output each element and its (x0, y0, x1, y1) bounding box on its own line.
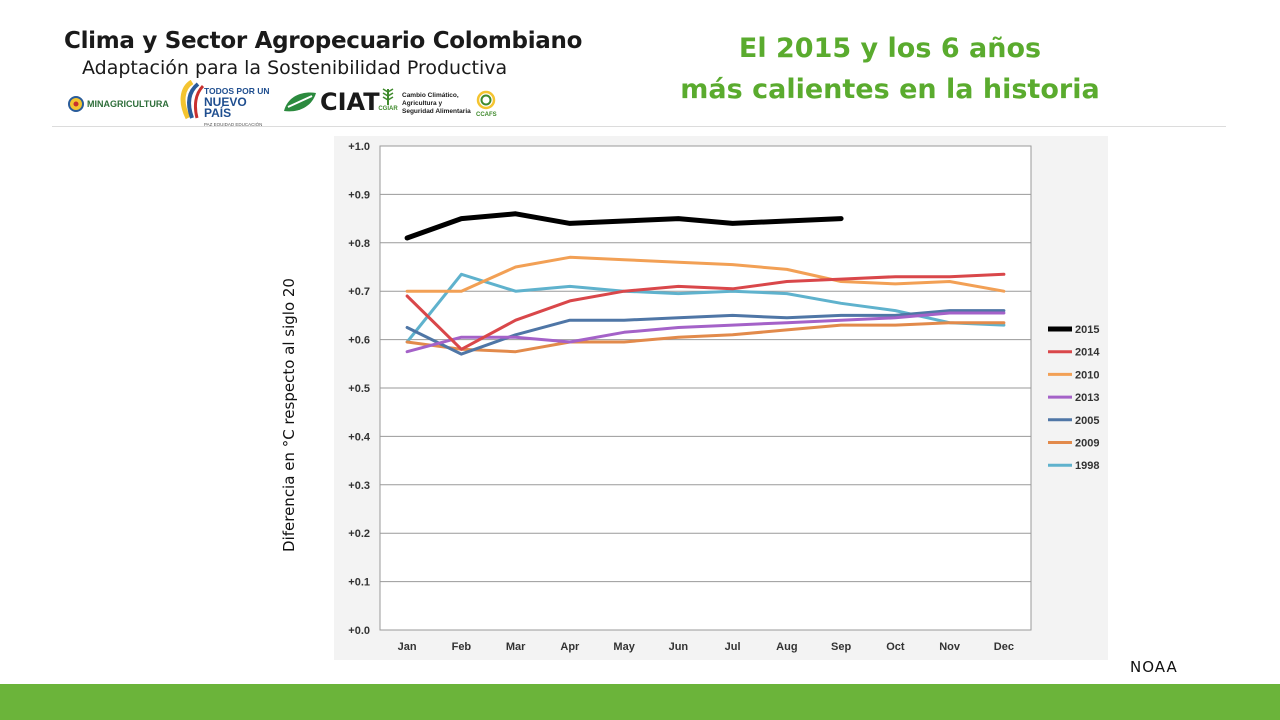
todos-line3: PAZ EQUIDAD EDUCACIÓN (204, 122, 263, 127)
series-line-2014 (405, 272, 1006, 351)
cgiar-wheat-icon (382, 88, 394, 105)
legend: 2015 2014 2010 2013 2005 2009 1998 (1048, 324, 1100, 472)
x-tick-label: May (613, 641, 635, 653)
y-tick-labels: +0.0 +0.1 +0.2 +0.3 +0.4 +0.5 +0.6 +0.7 +0.8 +0.9… (348, 141, 371, 637)
ccafs-line3: Seguridad Alimentaria (402, 108, 471, 115)
legend-label-2014: 2014 (1075, 347, 1100, 359)
x-tick-labels: Jan Feb Mar Apr May Jun Jul Aug Sep Oct Nov Dec (398, 641, 1014, 653)
x-tick-label: Jul (725, 641, 741, 653)
header-divider (52, 126, 1226, 127)
x-tick-label: Mar (506, 641, 526, 653)
y-tick-label: +0.1 (348, 577, 370, 589)
cgiar-logo: CGIAR (376, 86, 400, 120)
x-tick-label: Sep (831, 641, 851, 653)
y-tick-label: +0.8 (348, 238, 370, 250)
logo-title: Clima y Sector Agropecuario Colombiano (64, 28, 583, 54)
legend-label-2005: 2005 (1075, 415, 1099, 427)
source-label: NOAA (1130, 658, 1178, 676)
ciat-label: CIAT (320, 88, 380, 116)
todos-line2: NUEVO PAÍS (204, 95, 247, 120)
footer-bar (0, 684, 1280, 720)
ccafs-label: CCAFS (476, 112, 497, 118)
x-tick-label: Apr (560, 641, 580, 653)
minagricultura-logo: MINAGRICULTURA (68, 96, 169, 112)
legend-label-2013: 2013 (1075, 392, 1099, 404)
y-tick-label: +0.5 (348, 383, 370, 395)
ccafs-logo: Cambio Climático, Agricultura y Segurida… (402, 88, 512, 122)
cgiar-label: CGIAR (378, 106, 398, 112)
colombia-flag-swoosh-icon (180, 80, 204, 120)
series-line-1998 (405, 272, 1006, 344)
ccafs-line2: Agricultura y (402, 100, 443, 107)
x-tick-label: Oct (886, 641, 905, 653)
y-tick-label: +0.4 (348, 431, 371, 443)
ccafs-line1: Cambio Climático, (402, 92, 459, 99)
gridlines (380, 145, 1031, 631)
slide-title: El 2015 y los 6 años más calientes en la… (650, 28, 1130, 110)
todos-line1: TODOS POR UN (204, 86, 270, 96)
legend-label-2009: 2009 (1075, 438, 1099, 450)
series-lines (404, 211, 1006, 356)
slide-title-line1: El 2015 y los 6 años (738, 33, 1042, 64)
minagricultura-label: MINAGRICULTURA (87, 99, 169, 109)
y-tick-label: +0.2 (348, 528, 370, 540)
todos-por-un-nuevo-pais-logo: TODOS POR UN NUEVO PAÍS PAZ EQUIDAD EDUC… (178, 80, 270, 127)
ciat-leaf-icon (284, 92, 316, 112)
slide-title-line2: más calientes en la historia (680, 74, 1100, 105)
legend-label-1998: 1998 (1075, 460, 1099, 472)
y-axis-title: Diferencia en °C respecto al siglo 20 (280, 278, 298, 552)
y-tick-label: +0.3 (348, 480, 370, 492)
legend-label-2015: 2015 (1075, 324, 1099, 336)
series-line-2013 (405, 311, 1006, 354)
x-tick-label: Aug (776, 641, 797, 653)
x-tick-label: Nov (939, 641, 961, 653)
series-line-2009 (405, 321, 1006, 354)
x-tick-label: Jun (669, 641, 689, 653)
series-line-2010 (405, 255, 1006, 293)
legend-label-2010: 2010 (1075, 369, 1099, 381)
y-tick-label: +1.0 (348, 141, 370, 153)
series-line-2015 (404, 211, 844, 241)
ccafs-rings-icon (476, 90, 496, 110)
ciat-logo: CIAT (282, 88, 380, 116)
y-tick-label: +0.9 (348, 189, 370, 201)
colombia-emblem-icon (68, 96, 84, 112)
x-tick-label: Feb (452, 641, 472, 653)
y-tick-label: +0.6 (348, 335, 370, 347)
x-tick-label: Dec (994, 641, 1014, 653)
y-tick-label: +0.0 (348, 625, 370, 637)
x-tick-label: Jan (398, 641, 417, 653)
y-tick-label: +0.7 (348, 286, 370, 298)
partner-logos: MINAGRICULTURA TODOS POR UN NUEVO PAÍS P… (60, 80, 512, 127)
logo-subtitle: Adaptación para la Sostenibilidad Produc… (82, 57, 508, 79)
header-logo-block: Clima y Sector Agropecuario Colombiano A… (60, 24, 582, 127)
